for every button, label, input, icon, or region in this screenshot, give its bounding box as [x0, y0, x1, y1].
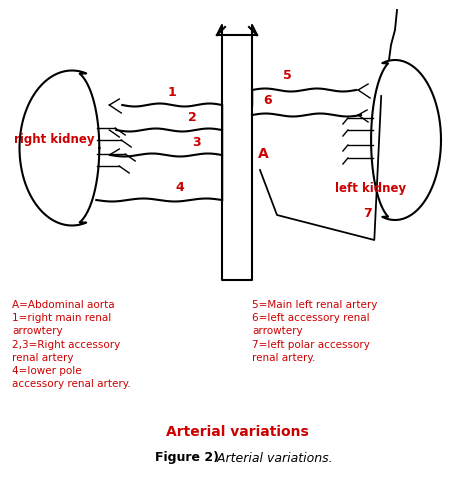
Text: right kidney: right kidney: [14, 133, 94, 146]
Text: 2: 2: [188, 111, 196, 124]
Text: Arterial variations.: Arterial variations.: [213, 452, 333, 464]
Text: 3: 3: [193, 136, 201, 149]
Text: Arterial variations: Arterial variations: [165, 425, 309, 439]
Text: 4: 4: [176, 181, 184, 194]
Text: 7: 7: [364, 207, 373, 220]
Text: 1: 1: [168, 86, 176, 99]
Text: A: A: [258, 147, 269, 161]
Text: 5: 5: [283, 69, 292, 82]
Text: left kidney: left kidney: [335, 182, 406, 195]
Text: 6: 6: [264, 94, 272, 107]
Text: A=Abdominal aorta
1=right main renal
arrowtery
2,3=Right accessory
renal artery
: A=Abdominal aorta 1=right main renal arr…: [12, 300, 131, 389]
Text: 5=Main left renal artery
6=left accessory renal
arrowtery
7=left polar accessory: 5=Main left renal artery 6=left accessor…: [252, 300, 377, 363]
Text: Figure 2): Figure 2): [155, 452, 219, 464]
